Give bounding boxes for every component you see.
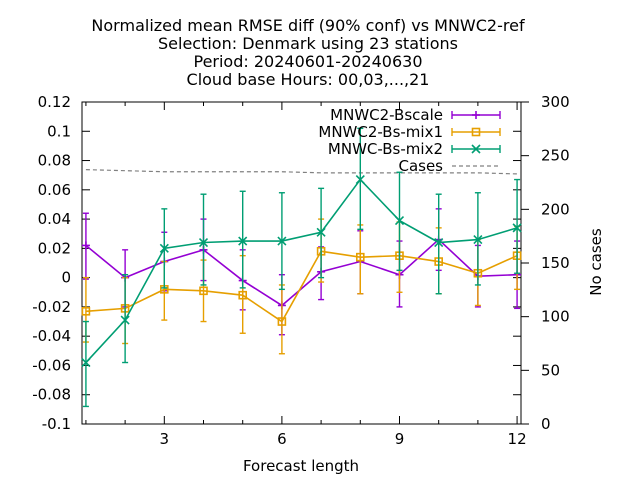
title-line-1: Normalized mean RMSE diff (90% conf) vs … <box>91 16 525 35</box>
y-tick-label: 0.02 <box>38 239 71 257</box>
cross-marker <box>316 227 326 237</box>
x-axis-label: Forecast length <box>243 457 359 475</box>
series-1 <box>81 208 522 336</box>
cross-marker <box>277 236 287 246</box>
x-tick-label: 6 <box>277 430 287 448</box>
y2-tick-label: 300 <box>541 93 570 111</box>
y-tick-label: 0.06 <box>38 181 71 199</box>
title-line-2: Selection: Denmark using 23 stations <box>158 34 458 53</box>
cross-marker <box>159 243 169 253</box>
series-line <box>85 250 518 323</box>
axis-ticks: 0.12 0.1 0.08 0.06 0.04 0.02 0 -0.02 -0.04 -0.06 -… <box>32 93 569 448</box>
y2-axis-label: No cases <box>587 228 605 296</box>
y-tick-label: -0.08 <box>32 386 71 404</box>
y-tick-label: 0.08 <box>38 152 71 170</box>
cases-line <box>85 169 518 175</box>
y2-tick-label: 0 <box>541 415 551 433</box>
y-tick-label: 0.12 <box>38 93 71 111</box>
y-tick-label: 0 <box>61 269 71 287</box>
chart-title: Normalized mean RMSE diff (90% conf) vs … <box>91 16 525 89</box>
y-tick-label: 0.1 <box>47 122 71 140</box>
cross-marker <box>394 215 405 226</box>
cross-marker <box>81 357 91 368</box>
y2-tick-label: 50 <box>541 361 560 379</box>
series-line <box>85 178 518 364</box>
legend-label: MNWC-Bs-mix2 <box>328 140 443 158</box>
cross-marker <box>471 144 481 154</box>
x-tick-label: 12 <box>508 430 527 448</box>
y2-tick-label: 250 <box>541 147 570 165</box>
y-tick-label: 0.04 <box>38 210 71 228</box>
cross-marker <box>355 175 365 185</box>
legend-label: Cases <box>398 157 443 175</box>
title-line-4: Cloud base Hours: 00,03,...,21 <box>187 70 430 89</box>
square-marker <box>355 252 365 262</box>
y2-tick-label: 200 <box>541 200 570 218</box>
cross-marker <box>434 237 444 248</box>
cross-marker <box>120 315 130 325</box>
y-tick-label: -0.06 <box>32 356 71 374</box>
legend-label: MNWC2-Bscale <box>330 106 443 124</box>
y-tick-label: -0.1 <box>42 415 71 433</box>
square-marker <box>238 290 248 300</box>
y2-tick-label: 150 <box>541 254 570 272</box>
series-2 <box>81 218 522 355</box>
y-tick-label: -0.04 <box>32 327 71 345</box>
square-marker <box>81 306 91 316</box>
legend-label: MNWC2-Bs-mix1 <box>318 123 443 141</box>
cross-marker <box>473 235 483 245</box>
title-line-3: Period: 20240601-20240630 <box>193 52 422 71</box>
square-marker <box>277 317 287 326</box>
cross-marker <box>198 237 209 248</box>
series-line <box>85 238 518 307</box>
x-tick-label: 9 <box>395 430 405 448</box>
square-marker <box>471 127 481 137</box>
plot-border <box>81 101 522 425</box>
legend: MNWC2-BscaleMNWC2-Bs-mix1MNWC-Bs-mix2Cas… <box>318 106 501 175</box>
x-tick-label: 3 <box>160 430 170 448</box>
cross-marker <box>512 223 522 233</box>
cases-series <box>85 169 518 175</box>
data-series <box>81 127 522 408</box>
series-3 <box>81 127 522 408</box>
square-marker <box>199 286 208 296</box>
plot-frame <box>81 101 522 425</box>
y-tick-label: -0.02 <box>32 298 71 316</box>
y2-tick-label: 100 <box>541 308 570 326</box>
cross-marker <box>238 236 248 246</box>
